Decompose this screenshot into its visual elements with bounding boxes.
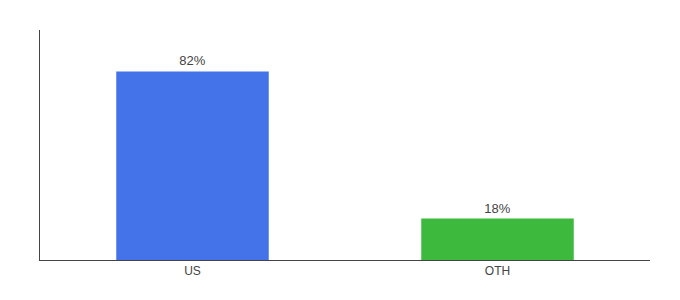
svg-text:18%: 18% [484,201,510,216]
svg-text:OTH: OTH [485,264,510,278]
svg-text:US: US [184,264,201,278]
svg-text:82%: 82% [179,53,205,68]
